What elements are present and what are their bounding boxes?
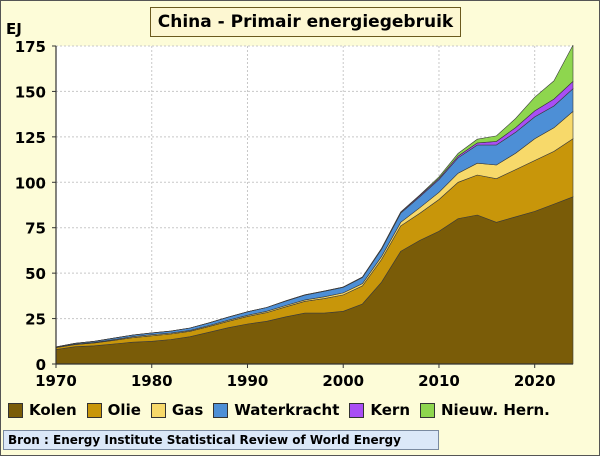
- legend-item: Kolen: [8, 401, 77, 419]
- legend-label: Waterkracht: [234, 401, 340, 419]
- x-tick-label: 2000: [322, 372, 364, 390]
- x-tick-label: 2020: [514, 372, 556, 390]
- x-tick-labels: 1970 1980 1990 2000 2010 2020: [35, 364, 556, 390]
- y-tick-label: 125: [15, 129, 46, 147]
- y-tick-label: 75: [25, 220, 46, 238]
- legend-label: Kern: [370, 401, 410, 419]
- chart-title: China - Primair energiegebruik: [150, 7, 461, 37]
- y-tick-label: 0: [36, 356, 46, 374]
- legend-swatch: [86, 402, 102, 418]
- y-tick-label: 50: [25, 265, 46, 283]
- legend-item: Kern: [349, 401, 410, 419]
- x-tick-label: 2010: [418, 372, 460, 390]
- x-tick-label: 1980: [131, 372, 173, 390]
- y-tick-label: 150: [15, 83, 46, 101]
- legend: Kolen Olie Gas Waterkracht Kern Nieuw. Hern.: [8, 396, 594, 424]
- legend-item: Nieuw. Hern.: [420, 401, 550, 419]
- y-tick-label: 100: [15, 174, 46, 192]
- x-tick-label: 1990: [227, 372, 269, 390]
- legend-label: Nieuw. Hern.: [441, 401, 550, 419]
- legend-swatch: [349, 402, 365, 418]
- legend-item: Waterkracht: [213, 401, 339, 419]
- legend-swatch: [8, 402, 23, 418]
- legend-swatch: [213, 402, 229, 418]
- y-tick-label: 25: [25, 311, 46, 329]
- legend-label: Olie: [107, 401, 141, 419]
- legend-item: Olie: [86, 401, 141, 419]
- y-axis-unit-label: EJ: [6, 20, 22, 38]
- legend-swatch: [150, 402, 166, 418]
- legend-item: Gas: [150, 401, 204, 419]
- y-tick-labels: 0 25 50 75 100 125 150 175: [15, 38, 56, 374]
- y-tick-label: 175: [15, 38, 46, 56]
- source-note: Bron : Energy Institute Statistical Revi…: [3, 430, 439, 450]
- x-tick-label: 1970: [35, 372, 77, 390]
- axes: [55, 46, 573, 365]
- legend-label: Gas: [171, 401, 204, 419]
- area-nieuw-hern: [55, 44, 574, 348]
- legend-label: Kolen: [29, 401, 77, 419]
- legend-swatch: [420, 402, 435, 418]
